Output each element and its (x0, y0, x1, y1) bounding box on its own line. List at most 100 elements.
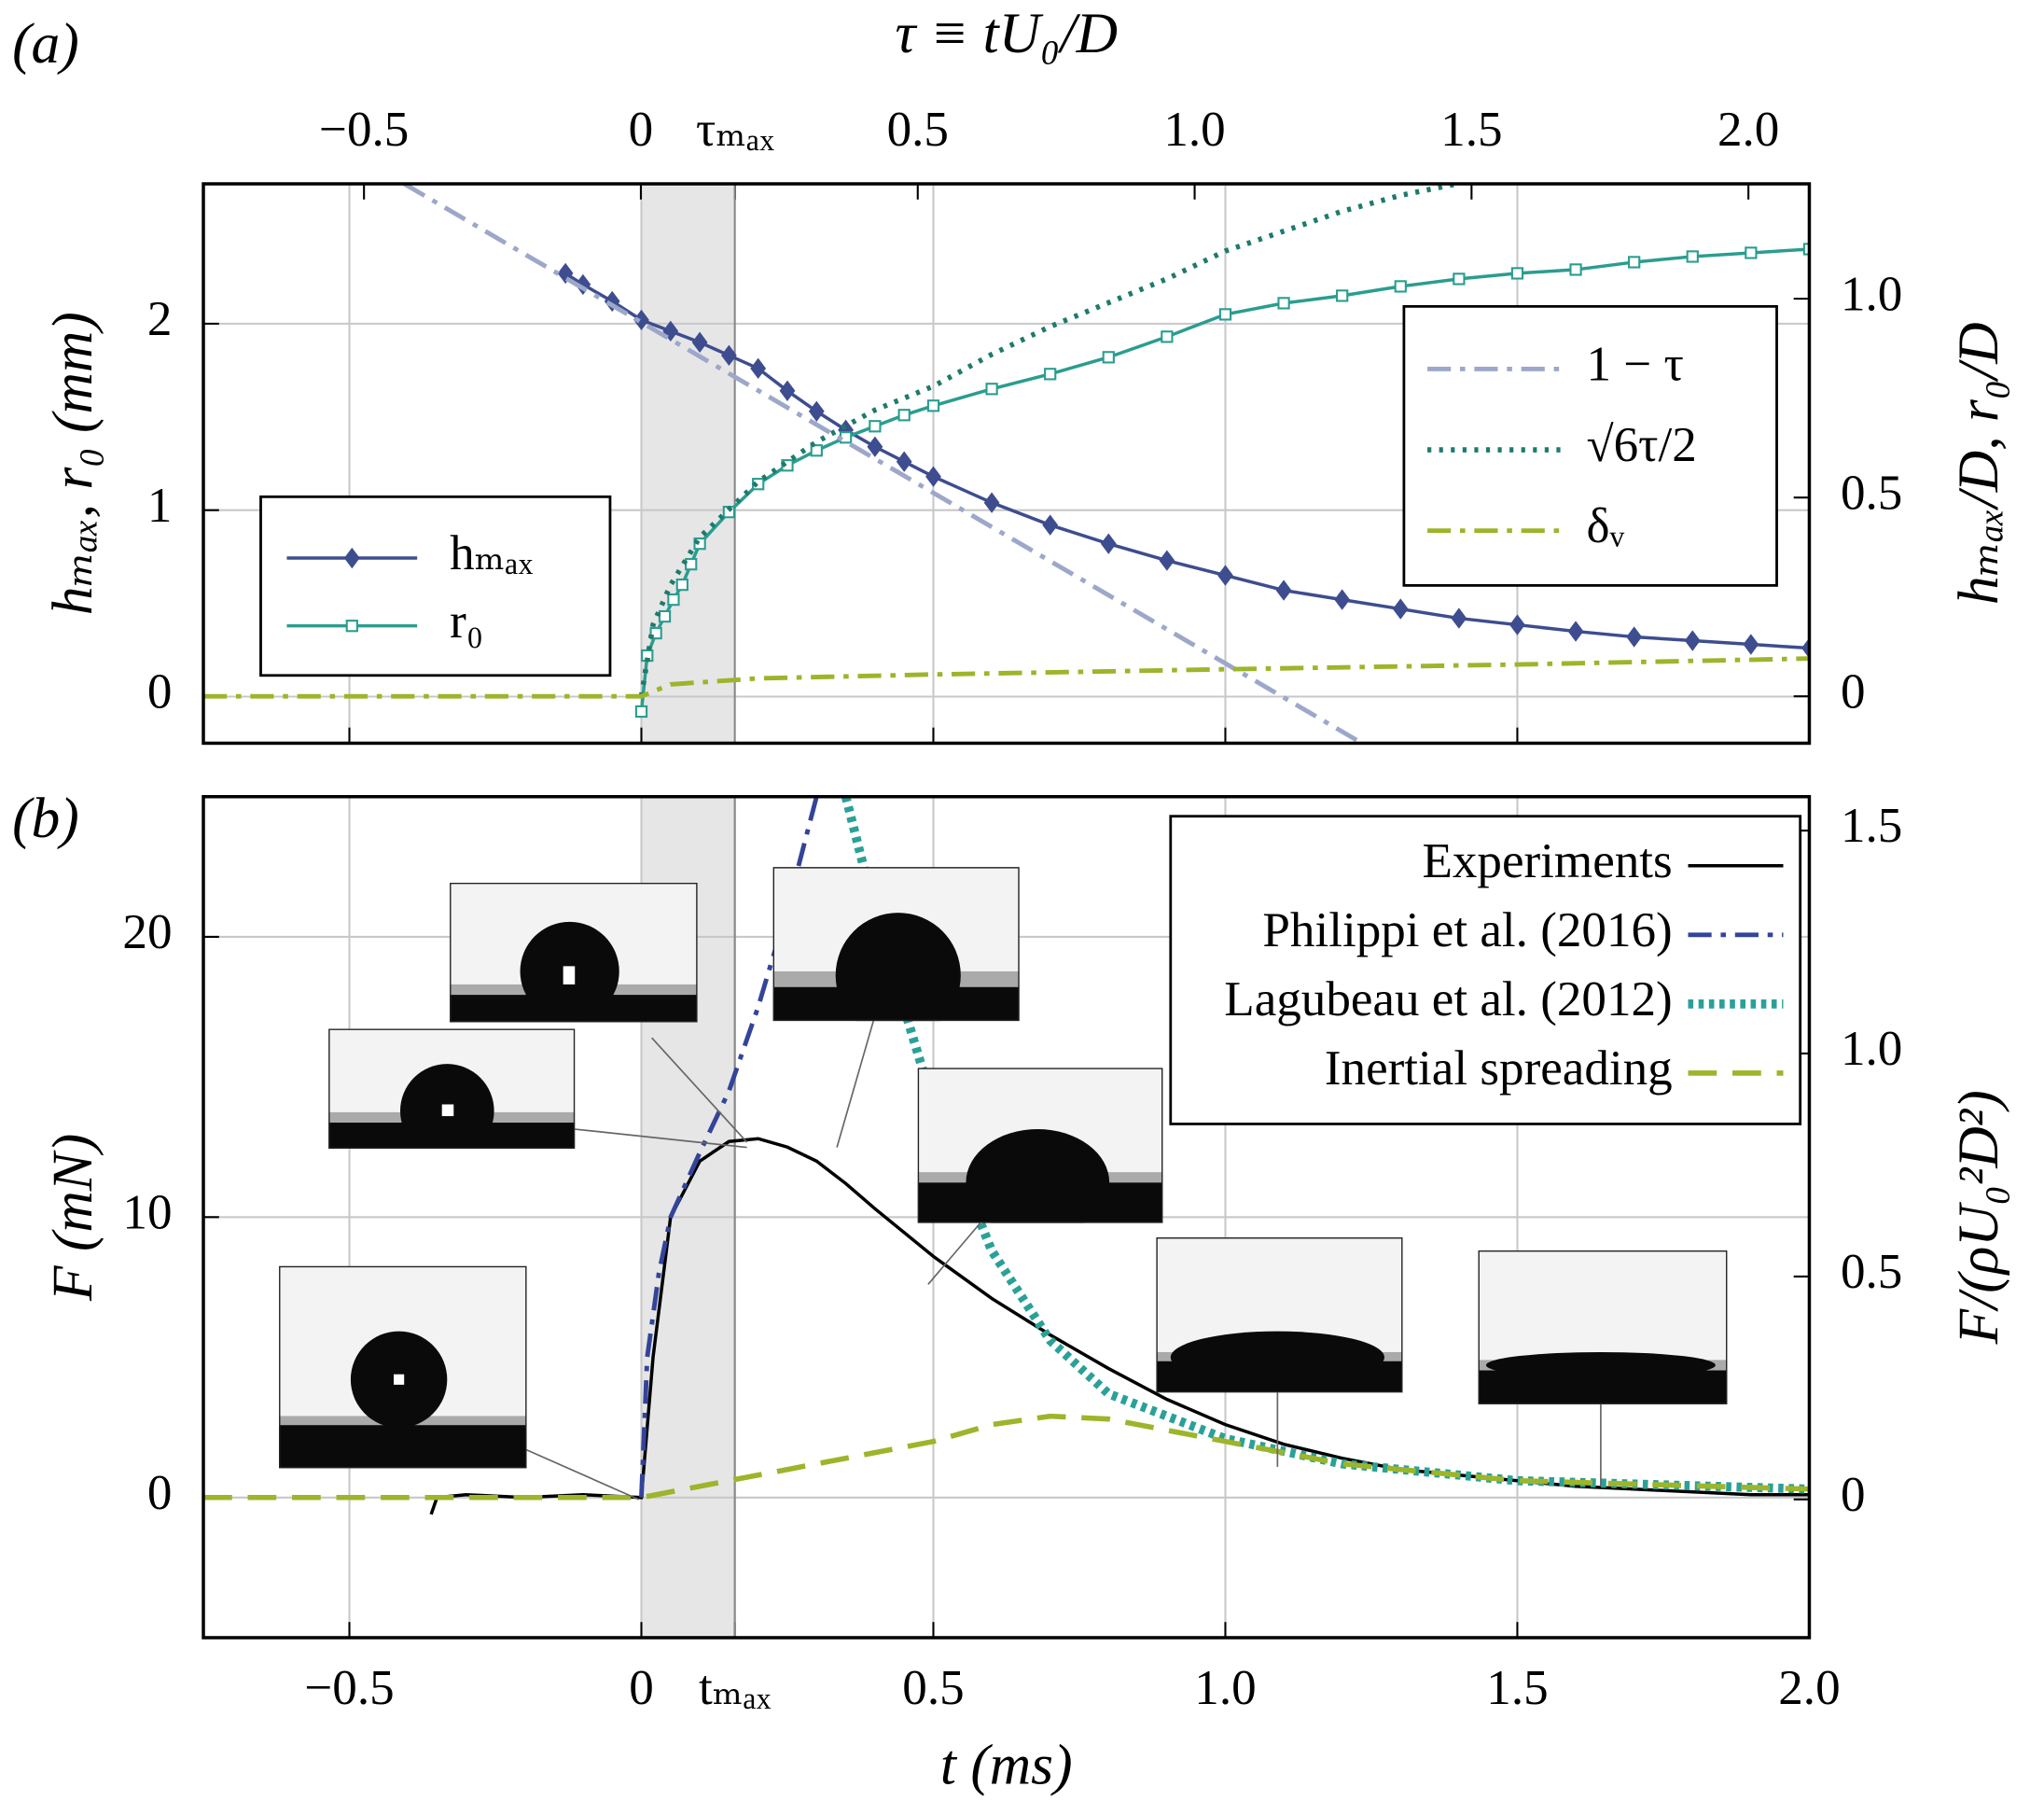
marker (983, 492, 1000, 513)
marker (1451, 607, 1467, 629)
legend-label: hₘₐₓ (450, 526, 534, 580)
y2-tick-label: 0 (1841, 1468, 1866, 1522)
marker (1218, 308, 1232, 321)
x2-tick-label: 0.5 (887, 103, 949, 157)
y-tick-label: 20 (122, 905, 172, 959)
snapshot (1478, 1250, 1728, 1404)
y2-tick-label: 1.0 (1841, 1022, 1902, 1076)
y2-tick-label: 0 (1841, 664, 1866, 719)
marker (779, 380, 796, 401)
marker (1802, 243, 1810, 256)
marker (1159, 550, 1175, 571)
marker (1394, 280, 1407, 293)
legend-box (1402, 304, 1778, 587)
marker (750, 357, 767, 380)
marker (1745, 246, 1758, 259)
marker (896, 451, 912, 472)
x2-tick-label: 1.5 (1440, 103, 1502, 157)
marker (691, 331, 708, 354)
x-tick-label: 1.0 (1194, 1661, 1256, 1715)
shaded-interval (641, 184, 735, 744)
marker (721, 344, 737, 367)
marker (926, 399, 940, 412)
y2-tick-label: 0.5 (1841, 466, 1902, 520)
legend-label: Inertial spreading (1325, 1041, 1673, 1096)
marker (1743, 634, 1759, 655)
connectors (526, 1020, 1602, 1501)
marker (1042, 514, 1059, 536)
legend-box (259, 495, 612, 677)
series-line (203, 1413, 1810, 1501)
marker (781, 459, 794, 472)
snapshot (917, 1068, 1163, 1223)
y-tick-label: 10 (122, 1186, 172, 1240)
marker (667, 593, 680, 607)
panel-label: (a) (12, 12, 79, 76)
panel-label: (b) (12, 787, 79, 850)
snapshot (328, 1028, 576, 1149)
connector (651, 1037, 748, 1143)
legend-label: √6τ/2 (1587, 418, 1697, 472)
marker (1277, 297, 1290, 310)
marker (658, 609, 672, 623)
legend-label: 1 − τ (1587, 338, 1684, 392)
y-axis-label: hₘₐₓ, r₀ (mm) (41, 312, 104, 615)
x2-tick-label: τₘₐₓ (696, 103, 774, 157)
y2-tick-label: 0.5 (1841, 1245, 1902, 1299)
connector (836, 1020, 875, 1148)
marker (1628, 256, 1641, 269)
snapshot (1156, 1237, 1403, 1393)
marker (685, 557, 698, 571)
connector (927, 1222, 981, 1285)
x-tick-label: 0 (629, 1661, 654, 1715)
y2-axis-label: hₘₐₓ/D, r₀/D (1947, 322, 2010, 605)
x-axis-label: t (ms) (940, 1734, 1073, 1797)
marker (1453, 272, 1466, 286)
y2-tick-label: 1.0 (1841, 267, 1902, 321)
x-tick-label: 0.5 (902, 1661, 964, 1715)
x-tick-label: 2.0 (1778, 1661, 1840, 1715)
marker (1161, 330, 1174, 343)
snapshot (450, 882, 698, 1023)
marker (925, 466, 941, 487)
marker (634, 705, 648, 719)
marker (675, 578, 688, 592)
marker (1801, 637, 1810, 659)
series-line (638, 184, 1460, 697)
series-line (203, 656, 1810, 699)
legend-label: r₀ (450, 594, 483, 649)
x-tick-label: 1.5 (1486, 1661, 1548, 1715)
marker (1336, 289, 1349, 302)
x2-tick-label: −0.5 (319, 103, 409, 157)
marker (1392, 598, 1409, 620)
marker (867, 436, 883, 457)
y2-tick-label: 1.5 (1841, 799, 1902, 853)
marker (869, 420, 882, 433)
marker (810, 444, 823, 457)
y-axis-label: F (mN) (41, 1134, 104, 1302)
marker (1100, 533, 1117, 554)
connector (575, 1128, 747, 1149)
marker (1044, 368, 1057, 381)
legend-label: Philippi et al. (2016) (1262, 903, 1672, 957)
x-tick-label: tₘₐₓ (699, 1661, 772, 1715)
marker (1684, 630, 1701, 651)
marker (897, 409, 911, 422)
marker (649, 626, 662, 640)
plot-frame (202, 794, 1812, 1640)
legend-label: Experiments (1422, 834, 1672, 888)
x2-tick-label: 2.0 (1717, 103, 1779, 157)
marker (1567, 621, 1584, 642)
marker (1102, 351, 1115, 364)
legend-label: δᵥ (1587, 499, 1625, 553)
marker (1509, 614, 1525, 635)
marker (1217, 565, 1233, 586)
y-tick-label: 0 (147, 1466, 173, 1520)
y-tick-label: 1 (147, 479, 173, 533)
snapshot (279, 1265, 527, 1469)
marker (808, 400, 825, 422)
y-tick-label: 0 (147, 665, 173, 719)
snapshot (772, 867, 1020, 1022)
marker (693, 538, 706, 551)
